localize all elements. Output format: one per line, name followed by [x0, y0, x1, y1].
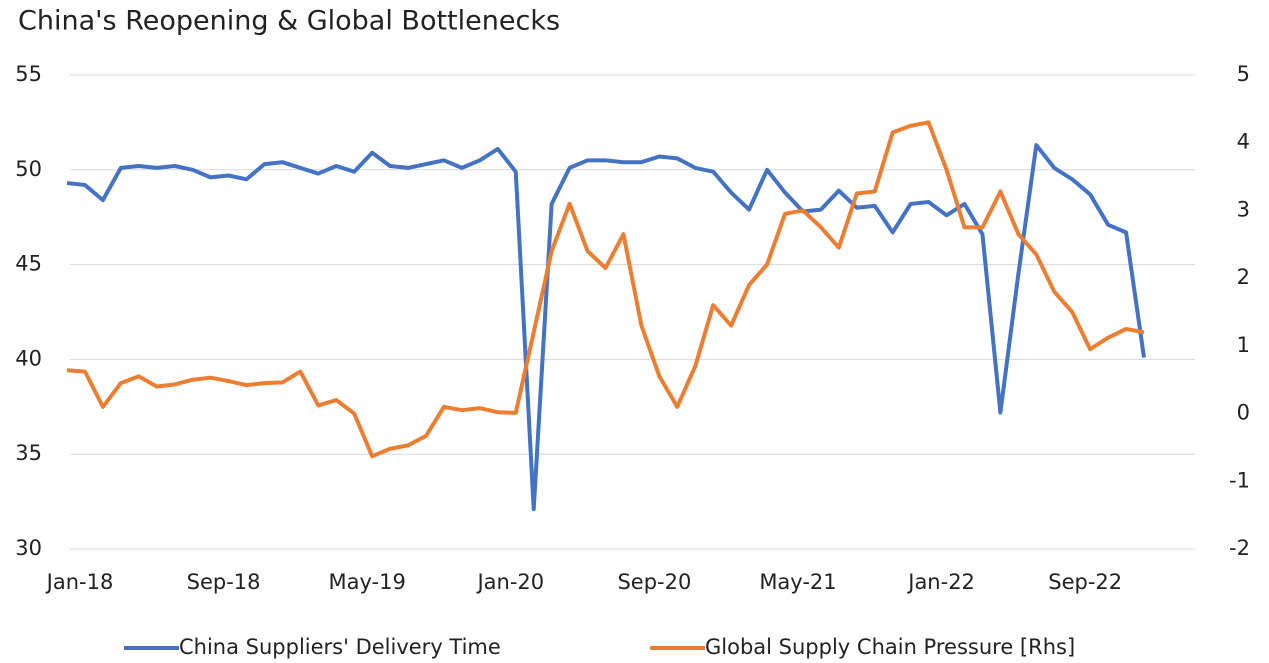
line-series — [66, 143, 1146, 512]
y2-tick-label: 5 — [1237, 62, 1250, 86]
y-tick-label: 50 — [15, 157, 42, 181]
y2-tick-label: 4 — [1237, 130, 1250, 154]
x-tick-label: Sep-20 — [617, 570, 691, 594]
y2-tick-label: 0 — [1237, 401, 1250, 425]
line-series — [66, 120, 1145, 459]
x-tick-label: Jan-18 — [45, 570, 114, 594]
x-tick-label: May-19 — [329, 570, 406, 594]
legend-label: Global Supply Chain Pressure [Rhs] — [705, 635, 1075, 659]
y-tick-label: 30 — [15, 536, 42, 560]
x-tick-label: Sep-18 — [187, 570, 261, 594]
chart-title: China's Reopening & Global Bottlenecks — [18, 6, 560, 37]
y2-tick-label: 3 — [1237, 197, 1250, 221]
y-tick-label: 45 — [15, 252, 42, 276]
x-tick-label: Jan-20 — [475, 570, 544, 594]
x-tick-label: Jan-22 — [906, 570, 975, 594]
y2-tick-label: -1 — [1229, 468, 1250, 492]
x-tick-label: Sep-22 — [1048, 570, 1122, 594]
x-tick-label: May-21 — [759, 570, 836, 594]
y-tick-label: 55 — [15, 62, 42, 86]
legend-label: China Suppliers' Delivery Time — [179, 635, 501, 659]
y2-tick-label: 2 — [1237, 265, 1250, 289]
y-tick-label: 35 — [15, 441, 42, 465]
y2-tick-label: 1 — [1237, 333, 1250, 357]
y2-tick-label: -2 — [1229, 536, 1250, 560]
y-tick-label: 40 — [15, 346, 42, 370]
